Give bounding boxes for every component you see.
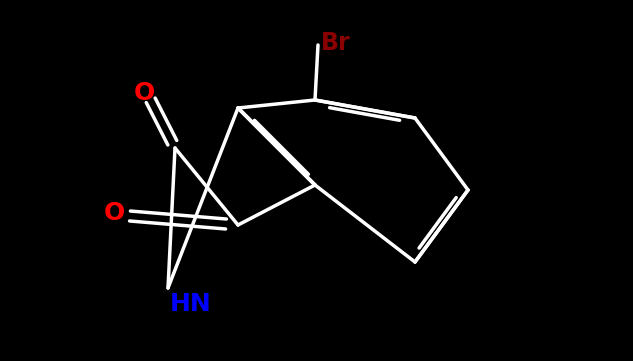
- Text: Br: Br: [321, 31, 351, 55]
- Text: O: O: [134, 81, 154, 105]
- Text: HN: HN: [170, 292, 212, 316]
- Text: O: O: [103, 201, 125, 225]
